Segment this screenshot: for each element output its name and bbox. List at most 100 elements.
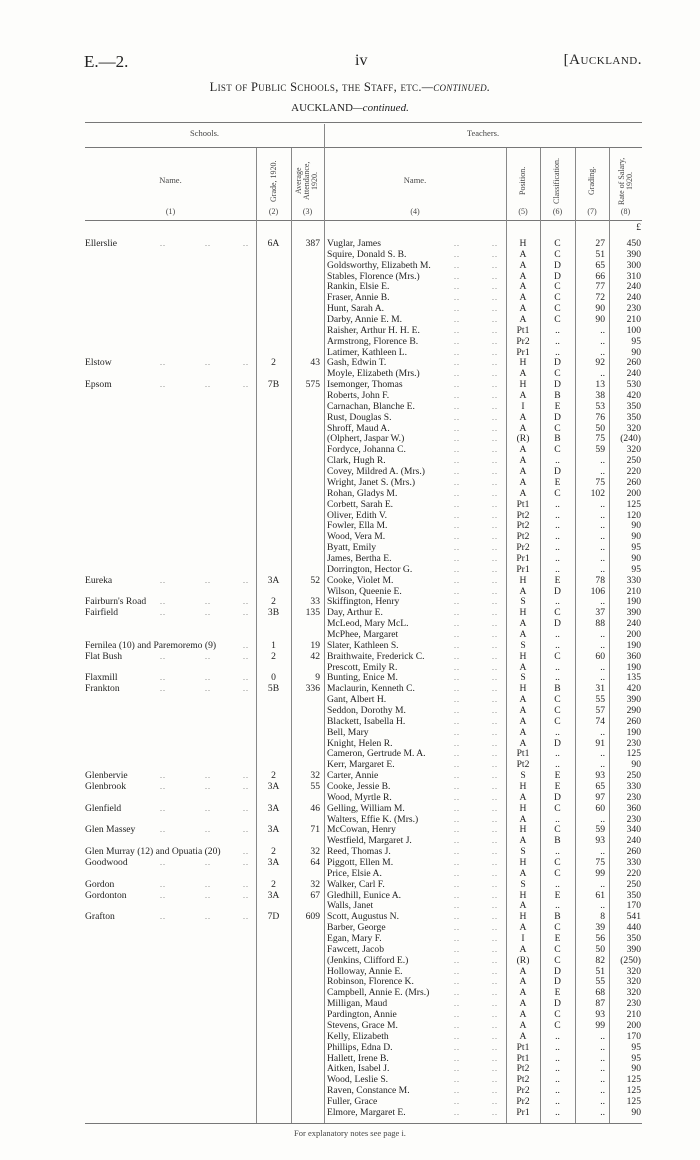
teacher-salary: 90 (631, 520, 641, 532)
teacher-position: A (519, 987, 527, 999)
teacher-salary: 230 (626, 813, 641, 825)
leader-dots: .. (492, 912, 498, 922)
teacher-classification: C (554, 368, 561, 380)
teacher-grading: .. (600, 661, 605, 673)
leader-dots: .. (492, 445, 498, 455)
leader-dots: .. (492, 651, 498, 661)
report-code: E.—2. (84, 52, 129, 71)
teacher-salary: 90 (631, 531, 641, 543)
teacher-name: Elmore, Margaret E. (327, 1106, 406, 1118)
leader-dots: .. (160, 803, 166, 813)
teacher-grading: .. (600, 628, 605, 640)
leader-dots: .. (454, 1096, 460, 1106)
table-row: Rankin, Elsie E..... A C 77 240 (0, 282, 700, 293)
teacher-position: Pr2 (516, 1085, 530, 1097)
teacher-salary: 230 (626, 737, 641, 749)
teacher-salary: 390 (626, 248, 641, 260)
leader-dots: .. (492, 477, 498, 487)
school-name: Eureka (85, 574, 113, 586)
leader-dots: .. (492, 260, 498, 270)
table-row: Flaxmill...... 0 9 Bunting, Enice M..... S..… (0, 673, 700, 684)
teacher-position: H (519, 650, 527, 662)
teacher-classification: .. (555, 661, 560, 673)
leader-dots: .. (492, 412, 498, 422)
teacher-position: A (519, 704, 527, 716)
leader-dots: .. (492, 1020, 498, 1030)
teacher-name: Cooke, Jessie B. (327, 781, 391, 792)
table-bottom-rule (85, 1123, 642, 1124)
teacher-salary: 210 (626, 1009, 641, 1021)
teacher-salary: (240) (620, 433, 641, 445)
leader-dots: .. (492, 782, 498, 791)
teacher-name: Rohan, Gladys M. (327, 487, 398, 499)
school-name: Ellerslie (85, 238, 117, 249)
teacher-position: H (519, 683, 527, 695)
leader-dots: .. (454, 358, 460, 368)
leader-dots: .. (492, 1096, 498, 1106)
leader-dots: .. (454, 575, 460, 585)
table-row: McPhee, Margaret.... A.... 200 (0, 628, 700, 641)
teacher-classification: .. (555, 563, 560, 575)
table-row: Roberts, John F..... A B 38 420 (0, 390, 700, 402)
table-row: Glen Murray (12) and Opuatia (20).. 2 32 Re… (0, 846, 700, 858)
leader-dots: .. (243, 803, 249, 813)
table-row: Fairfield...... 3B 135 Day, Arthur E..... H C… (0, 607, 700, 619)
teacher-grading: .. (600, 1095, 605, 1107)
page-title: List of Public Schools, the Staff, etc.—… (0, 80, 700, 95)
teacher-name: Slater, Kathleen S. (327, 639, 399, 651)
teacher-classification: C (554, 444, 561, 456)
leader-dots: .. (454, 543, 460, 553)
leader-dots: .. (492, 814, 498, 824)
teacher-classification: E (554, 933, 561, 945)
leader-dots: .. (492, 456, 498, 466)
leader-dots: .. (454, 1020, 460, 1030)
teacher-salary: 95 (631, 1041, 641, 1053)
leader-dots: .. (454, 564, 460, 574)
leader-dots: .. (492, 239, 498, 248)
leader-dots: .. (454, 825, 460, 835)
teacher-classification: .. (555, 552, 560, 564)
teacher-salary: 320 (626, 444, 641, 456)
teacher-grading: 65 (595, 781, 605, 792)
teacher-grading: 102 (590, 487, 605, 499)
teacher-name: Bell, Mary (327, 726, 369, 738)
teacher-grading: 93 (595, 835, 605, 847)
teacher-classification: .. (555, 1085, 560, 1097)
teacher-position: A (519, 976, 527, 988)
teacher-classification: .. (555, 324, 560, 336)
teacher-classification: .. (555, 1030, 560, 1042)
leader-dots: .. (454, 858, 460, 868)
leader-dots: .. (492, 705, 498, 715)
leader-dots: .. (492, 325, 498, 335)
leader-dots: .. (454, 282, 460, 292)
teacher-name: Day, Arthur E. (327, 607, 383, 619)
table-top-rule (85, 122, 642, 123)
teacher-grading: 56 (595, 933, 605, 945)
teacher-salary: 240 (626, 618, 641, 630)
teacher-grading: .. (600, 552, 605, 564)
teacher-salary: 260 (626, 846, 641, 858)
teacher-name: Fraser, Annie B. (327, 292, 390, 304)
teacher-salary: 330 (626, 781, 641, 792)
teacher-grading: 13 (595, 379, 605, 391)
teacher-grading: .. (600, 900, 605, 912)
teacher-position: A (519, 867, 527, 879)
teacher-name: Wood, Myrtle R. (327, 791, 392, 803)
teacher-salary: 125 (626, 1085, 641, 1097)
leader-dots: .. (160, 608, 166, 618)
teacher-name: Walker, Carl F. (327, 878, 385, 890)
teacher-classification: .. (555, 878, 560, 890)
teacher-salary: 95 (631, 1052, 641, 1064)
col-number: (7) (587, 207, 597, 216)
teacher-salary: 240 (626, 835, 641, 847)
column-divider (609, 148, 610, 1123)
teacher-salary: 330 (626, 857, 641, 869)
leader-dots: .. (454, 1075, 460, 1085)
teacher-position: I (521, 400, 525, 412)
teacher-salary: 360 (626, 650, 641, 662)
teacher-position: Pr1 (516, 346, 530, 358)
subtitle-main: AUCKLAND (291, 102, 353, 114)
col-number: (8) (620, 207, 631, 216)
leader-dots: .. (492, 1064, 498, 1074)
teacher-name: (Jenkins, Clifford E.) (327, 954, 409, 966)
